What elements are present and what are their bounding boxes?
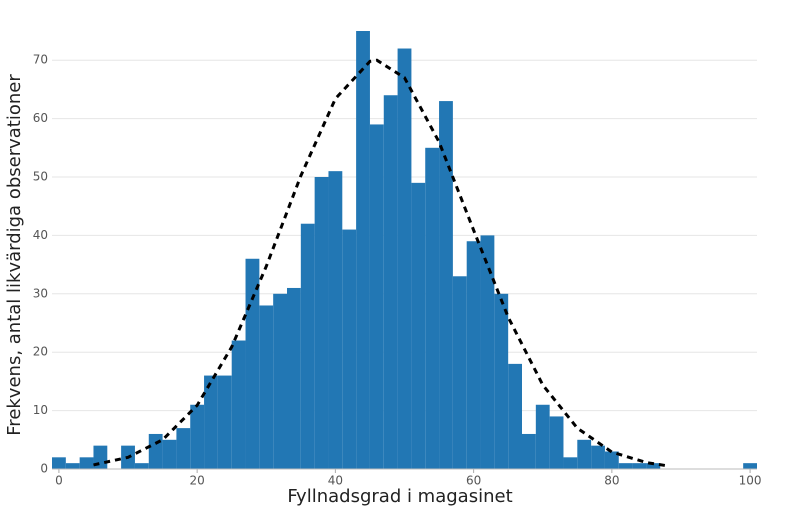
bar — [466, 241, 481, 469]
y-tick-label: 20 — [33, 345, 48, 359]
bar — [522, 433, 536, 469]
bar — [604, 451, 619, 469]
bar — [65, 463, 80, 469]
bar — [162, 439, 177, 469]
y-tick-label: 70 — [33, 53, 48, 67]
bar — [148, 433, 163, 469]
y-tick-label: 30 — [33, 286, 48, 300]
bar — [217, 375, 232, 469]
bar — [328, 171, 343, 469]
bar — [273, 293, 287, 469]
x-tick-label: 100 — [739, 474, 762, 488]
x-tick-label: 20 — [190, 474, 205, 488]
y-axis-label: Frekvens, antal likvärdiga observationer — [4, 74, 25, 436]
bar — [134, 463, 149, 469]
bar — [397, 48, 412, 470]
bar — [591, 445, 605, 469]
bar — [632, 463, 647, 469]
fit-curve — [93, 58, 668, 468]
bar — [300, 223, 315, 469]
bar — [452, 276, 467, 469]
y-tick-label: 10 — [33, 403, 48, 417]
y-tick-label: 40 — [33, 228, 48, 242]
bar — [204, 375, 218, 469]
bar — [535, 404, 550, 469]
bar — [190, 404, 205, 469]
bar — [314, 177, 329, 469]
bar — [743, 463, 757, 469]
bar — [287, 287, 301, 469]
y-tick-label: 60 — [33, 111, 48, 125]
bar — [411, 182, 426, 469]
bar — [79, 457, 94, 469]
bar — [245, 258, 260, 469]
bar — [231, 340, 246, 469]
bar — [425, 147, 440, 470]
bar — [259, 305, 274, 469]
bar — [439, 101, 453, 469]
bar — [494, 293, 509, 469]
bar — [646, 463, 661, 469]
bar — [369, 124, 384, 469]
x-tick-label: 0 — [55, 474, 63, 488]
bar — [356, 31, 370, 469]
bar — [480, 235, 495, 469]
x-axis-label: Fyllnadsgrad i magasinet — [287, 486, 512, 507]
bar — [563, 457, 578, 469]
bar — [176, 428, 191, 469]
x-tick-label: 60 — [466, 474, 481, 488]
bar — [618, 463, 633, 469]
y-tick-label: 0 — [40, 462, 48, 476]
y-tick-label: 50 — [33, 170, 48, 184]
bar — [549, 416, 564, 469]
x-tick-label: 80 — [604, 474, 619, 488]
bar — [577, 439, 592, 469]
bar — [383, 95, 398, 470]
x-tick-label: 40 — [328, 474, 343, 488]
bar — [52, 457, 66, 469]
bar — [342, 229, 357, 469]
bar — [508, 363, 522, 469]
